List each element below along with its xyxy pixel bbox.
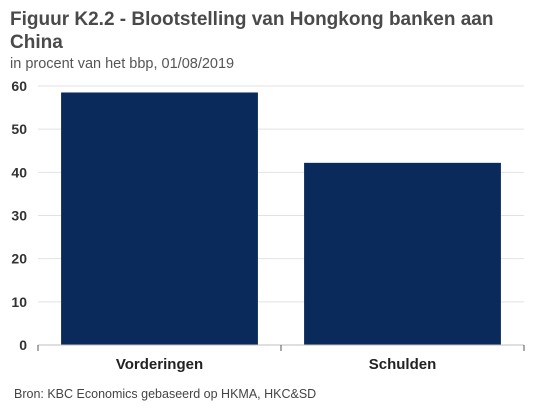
chart-title: Figuur K2.2 - Blootstelling van Hongkong… [10,9,494,53]
y-tick-label: 0 [19,337,27,353]
x-category-label: Vorderingen [116,356,203,373]
y-tick-label: 50 [11,121,27,137]
bar-vorderingen [61,92,258,345]
y-tick-label: 10 [11,294,27,310]
x-category-label: Schulden [369,356,437,373]
y-axis-ticks: 0 10 20 30 40 50 60 [11,78,27,353]
x-axis-labels: Vorderingen Schulden [116,356,436,373]
bars [61,92,501,345]
y-tick-label: 60 [11,78,27,94]
y-tick-label: 40 [11,164,27,180]
bar-schulden [304,162,501,345]
y-tick-label: 20 [11,251,27,267]
source-note: Bron: KBC Economics gebaseerd op HKMA, H… [14,387,317,401]
x-axis [37,344,525,351]
chart-subtitle: in procent van het bbp, 01/08/2019 [10,56,235,72]
y-tick-label: 30 [11,208,27,224]
